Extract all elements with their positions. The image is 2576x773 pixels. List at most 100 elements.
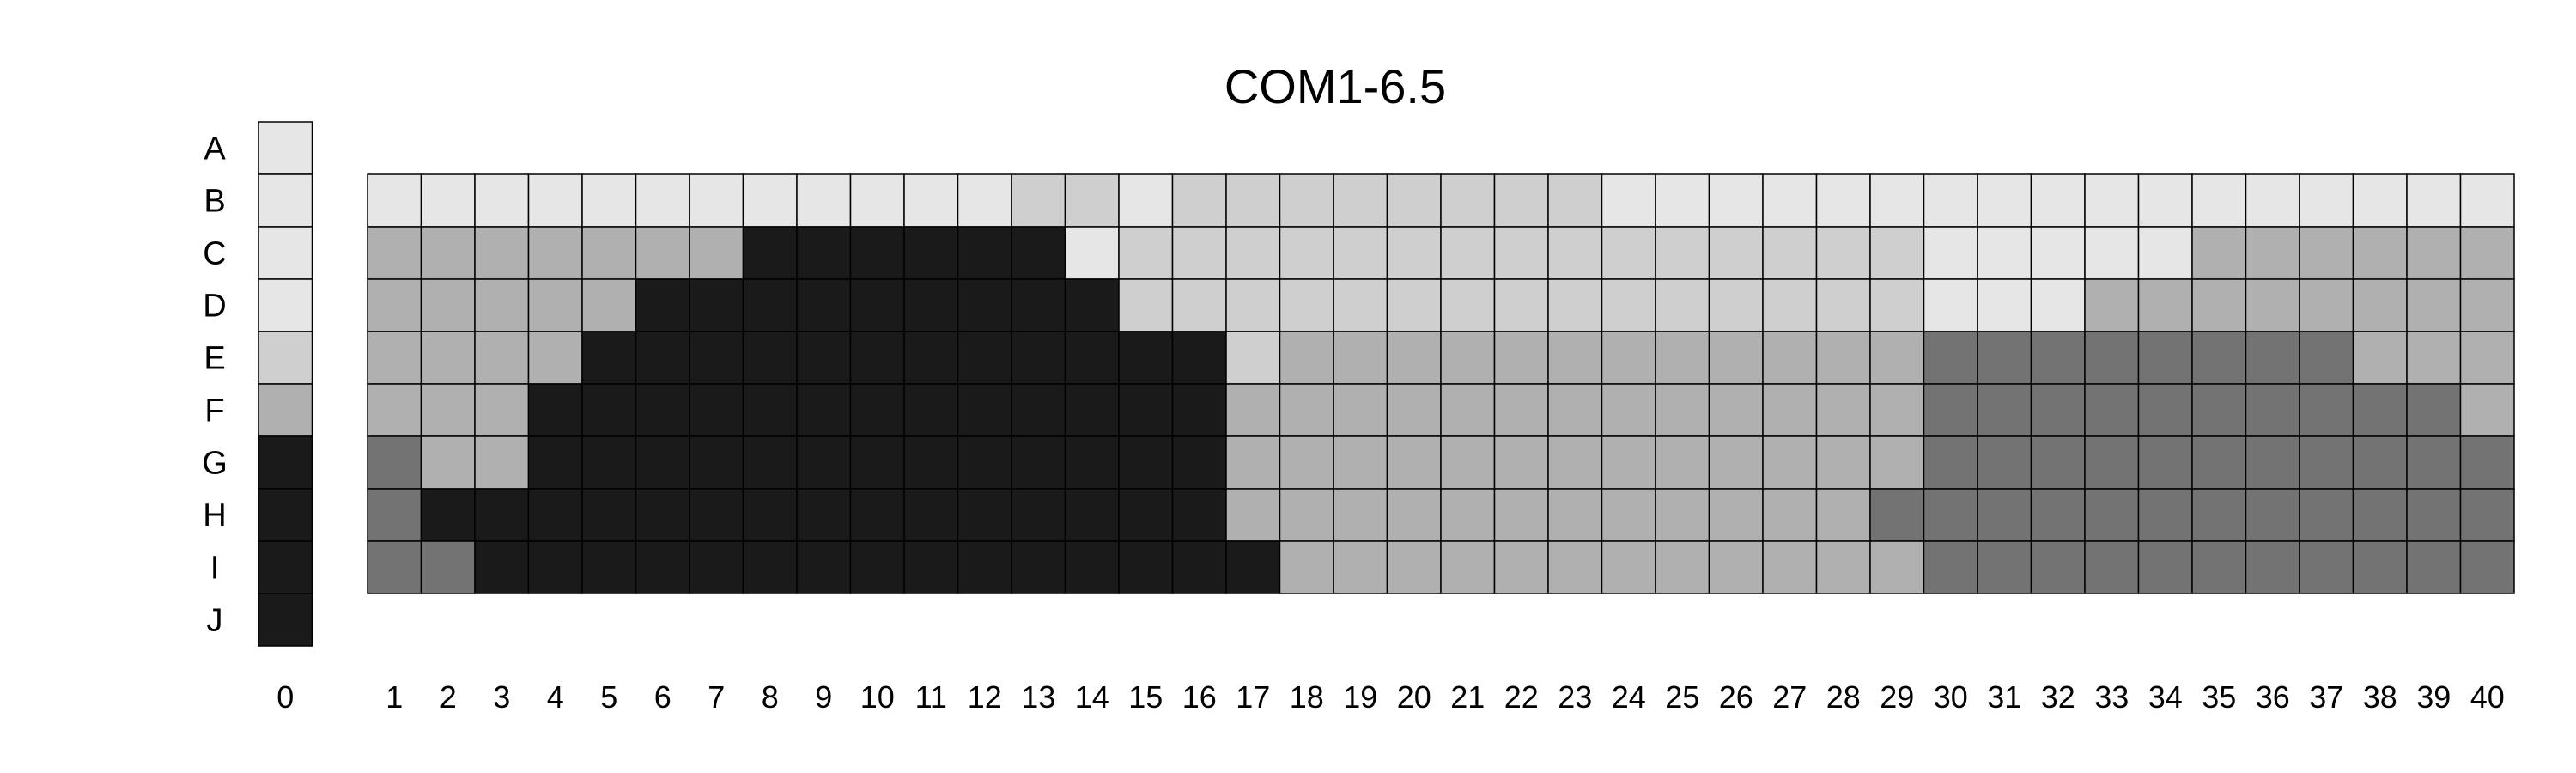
column-label: 7: [708, 679, 725, 715]
column-label: 21: [1450, 679, 1485, 715]
heatmap-cell: [1869, 173, 1925, 228]
heatmap-cell: [420, 383, 476, 437]
heatmap-cell: [2191, 226, 2247, 280]
heatmap-cell: [957, 383, 1012, 437]
heatmap-cell: [689, 226, 744, 280]
heatmap-cell: [420, 173, 476, 228]
heatmap-cell: [1762, 226, 1818, 280]
heatmap-cell: [2406, 278, 2462, 332]
heatmap-cell: [527, 226, 583, 280]
heatmap-cell: [1279, 173, 1334, 228]
heatmap-cell: [474, 540, 530, 594]
heatmap-cell: [1655, 383, 1710, 437]
column-label: 6: [654, 679, 671, 715]
reference-column: [258, 121, 313, 647]
heatmap-cell: [1762, 488, 1818, 542]
heatmap-cell: [1655, 435, 1710, 490]
heatmap-cell: [1225, 488, 1281, 542]
heatmap-cell: [420, 331, 476, 385]
heatmap-cell: [1440, 383, 1496, 437]
heatmap-cell: [1923, 226, 1978, 280]
reference-cell: [258, 435, 313, 490]
heatmap-cell: [689, 435, 744, 490]
heatmap-cell: [474, 435, 530, 490]
column-label: 16: [1182, 679, 1217, 715]
heatmap-cell: [1064, 173, 1120, 228]
heatmap-cell: [1815, 226, 1871, 280]
heatmap-cell: [420, 435, 476, 490]
heatmap-cell: [1118, 278, 1174, 332]
heatmap-cell: [1601, 488, 1656, 542]
heatmap-cell: [581, 278, 637, 332]
heatmap-cell: [527, 331, 583, 385]
heatmap-cell: [367, 540, 422, 594]
heatmap-cell: [1493, 173, 1549, 228]
heatmap-cell: [903, 226, 959, 280]
heatmap-cell: [1493, 226, 1549, 280]
heatmap-cell: [367, 226, 422, 280]
heatmap-cell: [1869, 383, 1925, 437]
heatmap-cell: [1708, 383, 1764, 437]
column-label: 14: [1075, 679, 1109, 715]
heatmap-cell: [1118, 383, 1174, 437]
heatmap-cell: [2191, 435, 2247, 490]
heatmap-cell: [1064, 331, 1120, 385]
heatmap-cell: [1440, 278, 1496, 332]
heatmap-cell: [581, 540, 637, 594]
heatmap-cell: [1655, 488, 1710, 542]
heatmap-cell: [367, 488, 422, 542]
column-label: 29: [1880, 679, 1914, 715]
heatmap-cell: [1869, 331, 1925, 385]
heatmap-cell: [1708, 226, 1764, 280]
heatmap-cell: [1708, 331, 1764, 385]
heatmap-cell: [581, 173, 637, 228]
heatmap-cell: [1279, 488, 1334, 542]
heatmap-cell: [2352, 331, 2408, 385]
heatmap-cell: [1655, 540, 1710, 594]
heatmap-cell: [1977, 435, 2032, 490]
heatmap-cell: [1493, 488, 1549, 542]
heatmap-cell: [796, 540, 852, 594]
heatmap-cell: [527, 278, 583, 332]
heatmap-cell: [635, 278, 690, 332]
heatmap-cell: [1333, 383, 1388, 437]
heatmap-cell: [903, 488, 959, 542]
heatmap-cell: [1493, 278, 1549, 332]
column-label: 12: [968, 679, 1002, 715]
column-label: 15: [1128, 679, 1163, 715]
heatmap-cell: [2137, 435, 2193, 490]
heatmap-cell: [1064, 435, 1120, 490]
heatmap-cell: [1011, 331, 1066, 385]
heatmap-cell: [2299, 331, 2354, 385]
heatmap-cell: [1547, 173, 1603, 228]
heatmap-cell: [2191, 331, 2247, 385]
heatmap-cell: [1064, 540, 1120, 594]
heatmap-cell: [2352, 278, 2408, 332]
reference-cell: [258, 226, 313, 280]
heatmap-cell: [849, 435, 905, 490]
column-label: 18: [1290, 679, 1324, 715]
heatmap-cell: [1547, 226, 1603, 280]
heatmap-cell: [2459, 226, 2515, 280]
row-label: F: [204, 393, 224, 429]
column-label: 34: [2148, 679, 2183, 715]
column-label: 3: [493, 679, 510, 715]
heatmap-cell: [2084, 383, 2140, 437]
heatmap-cell: [2084, 173, 2140, 228]
heatmap-cell: [367, 435, 422, 490]
reference-cell: [258, 121, 313, 175]
heatmap-cell: [2084, 226, 2140, 280]
heatmap-cell: [2084, 435, 2140, 490]
heatmap-cell: [1869, 435, 1925, 490]
heatmap-cell: [1440, 488, 1496, 542]
heatmap-cell: [1708, 540, 1764, 594]
heatmap-cell: [1225, 278, 1281, 332]
heatmap-cell: [1815, 173, 1871, 228]
heatmap-cell: [1493, 331, 1549, 385]
heatmap-cell: [1815, 540, 1871, 594]
column-label: 10: [860, 679, 895, 715]
heatmap-cell: [1386, 435, 1442, 490]
heatmap-cell: [2084, 488, 2140, 542]
heatmap-cell: [2245, 173, 2300, 228]
heatmap-cell: [689, 173, 744, 228]
